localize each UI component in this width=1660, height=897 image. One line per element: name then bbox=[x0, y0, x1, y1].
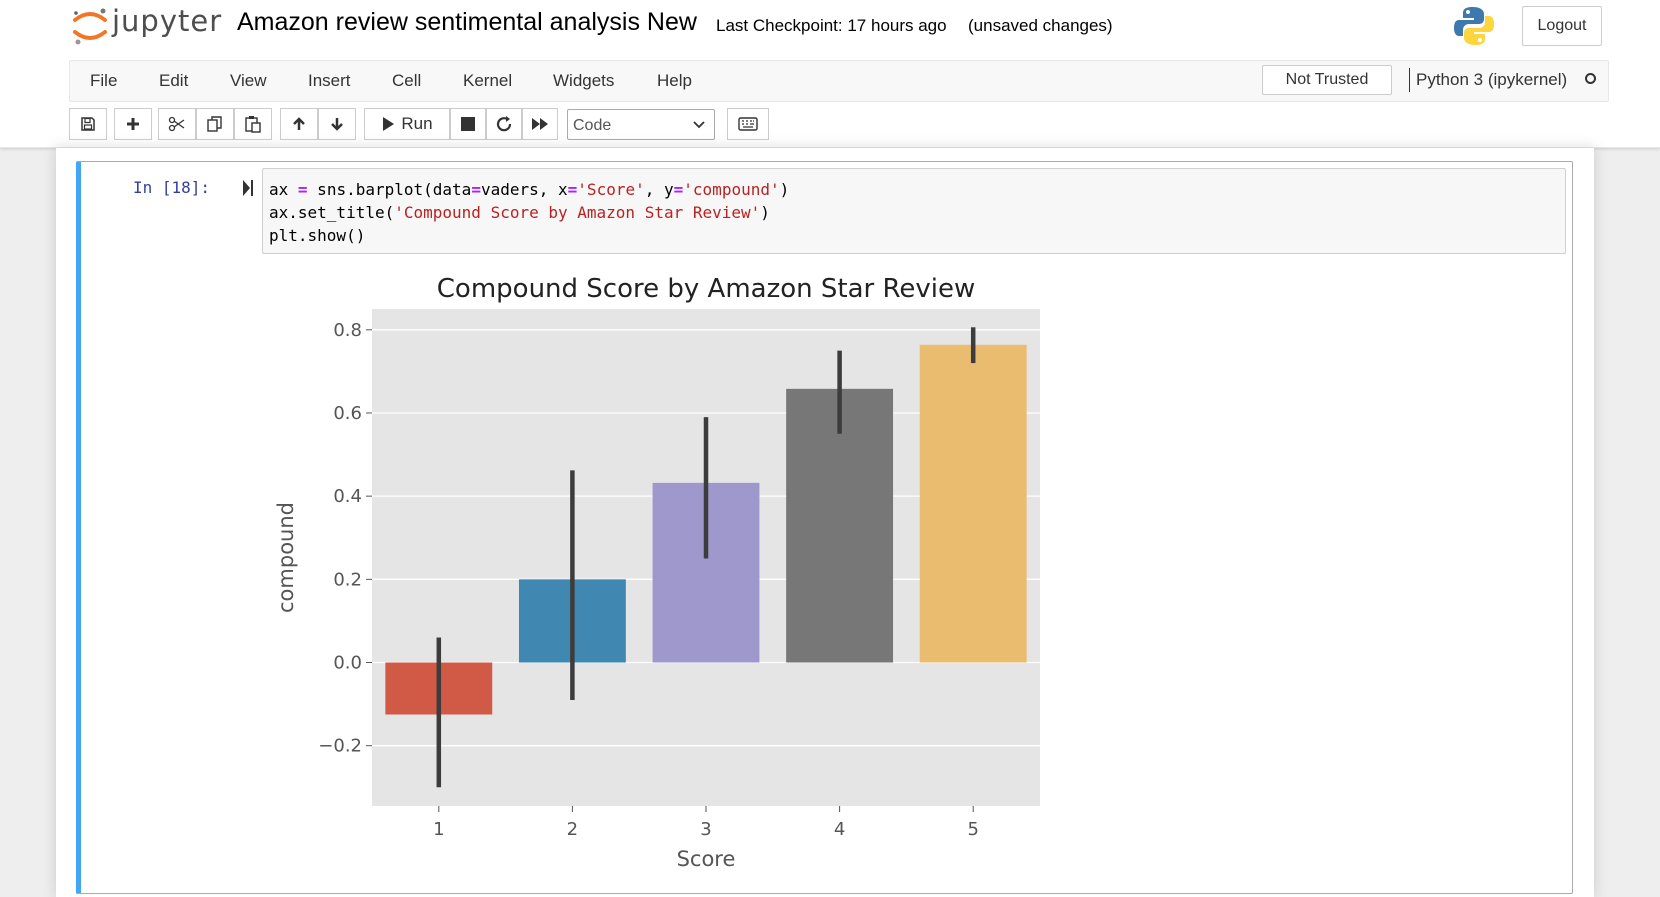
run-button[interactable]: Run bbox=[364, 108, 450, 140]
insert-cell-button[interactable] bbox=[114, 108, 152, 140]
kernel-divider bbox=[1409, 68, 1410, 92]
code-operator-token: = bbox=[567, 180, 578, 199]
y-tick-label: 0.6 bbox=[333, 403, 362, 424]
y-tick-label: 0.4 bbox=[333, 486, 362, 507]
cell-type-value: Code bbox=[573, 117, 612, 134]
checkpoint-status: Last Checkpoint: 17 hours ago bbox=[716, 16, 947, 35]
plus-icon bbox=[127, 118, 139, 130]
code-line: plt.show() bbox=[269, 224, 1565, 247]
move-down-button[interactable] bbox=[318, 108, 356, 140]
not-trusted-button[interactable]: Not Trusted bbox=[1262, 65, 1392, 95]
y-axis-label: compound bbox=[274, 502, 298, 613]
code-token: ) bbox=[760, 203, 770, 222]
input-prompt: In [18]: bbox=[133, 178, 211, 197]
move-up-button[interactable] bbox=[280, 108, 318, 140]
x-tick-label: 5 bbox=[967, 819, 978, 840]
paste-button[interactable] bbox=[234, 108, 272, 140]
kernel-name[interactable]: Python 3 (ipykernel) bbox=[1416, 70, 1568, 89]
menu-insert[interactable]: Insert bbox=[308, 71, 351, 90]
y-tick-label: −0.2 bbox=[318, 736, 362, 757]
code-token: ) bbox=[779, 180, 790, 199]
paste-icon bbox=[245, 116, 261, 133]
run-icon bbox=[383, 117, 395, 131]
notebook-title[interactable]: Amazon review sentimental analysis New bbox=[237, 8, 697, 36]
python-logo-icon bbox=[1454, 7, 1494, 45]
code-string-token: 'Compound Score by Amazon Star Review' bbox=[394, 203, 761, 222]
logo-text[interactable]: jupyter bbox=[112, 4, 223, 38]
header: jupyter Amazon review sentimental analys… bbox=[0, 0, 1660, 148]
y-tick-label: 0.8 bbox=[333, 320, 362, 341]
y-tick-label: 0.2 bbox=[333, 569, 362, 590]
arrow-down-icon bbox=[331, 118, 343, 131]
chart-title: Compound Score by Amazon Star Review bbox=[437, 274, 975, 304]
menu-view[interactable]: View bbox=[230, 71, 267, 90]
menu-cell[interactable]: Cell bbox=[392, 71, 422, 90]
unsaved-changes-status: (unsaved changes) bbox=[968, 16, 1113, 35]
x-tick-label: 3 bbox=[700, 819, 711, 840]
restart-run-all-button[interactable] bbox=[522, 108, 558, 140]
x-axis-label: Score bbox=[677, 847, 736, 871]
code-line: ax.set_title('Compound Score by Amazon S… bbox=[269, 201, 1565, 224]
logout-button[interactable]: Logout bbox=[1522, 6, 1602, 46]
fast-forward-icon bbox=[532, 118, 548, 130]
stop-icon bbox=[461, 117, 475, 131]
menu-file[interactable]: File bbox=[90, 71, 118, 90]
code-token: , y bbox=[644, 180, 674, 199]
restart-icon bbox=[496, 116, 512, 132]
command-palette-button[interactable] bbox=[727, 108, 769, 140]
bar-chart: −0.2 0.0 0.2 0.4 0.6 0.8 1 2 3 4 5 Compound Score b… bbox=[274, 274, 1040, 871]
x-tick-label: 1 bbox=[433, 819, 444, 840]
restart-button[interactable] bbox=[486, 108, 522, 140]
menu-help[interactable]: Help bbox=[657, 71, 692, 90]
interrupt-button[interactable] bbox=[450, 108, 486, 140]
cell-type-select[interactable]: Code bbox=[567, 109, 715, 140]
code-editor[interactable]: ax = sns.barplot(data=vaders, x='Score',… bbox=[262, 168, 1566, 254]
chevron-down-icon bbox=[693, 121, 705, 129]
code-token: ax bbox=[269, 180, 298, 199]
x-tick-label: 2 bbox=[567, 819, 578, 840]
code-string-token: 'Score' bbox=[577, 180, 645, 199]
bar-score-4 bbox=[786, 388, 894, 663]
run-cell-icon[interactable] bbox=[242, 179, 254, 197]
menu-edit[interactable]: Edit bbox=[159, 71, 189, 90]
code-line: ax = sns.barplot(data=vaders, x='Score',… bbox=[269, 178, 1565, 201]
run-label: Run bbox=[401, 114, 433, 133]
arrow-up-icon bbox=[293, 117, 305, 130]
code-string-token: 'compound' bbox=[683, 180, 780, 199]
menu-kernel[interactable]: Kernel bbox=[463, 71, 513, 90]
jupyter-logo-icon[interactable] bbox=[70, 6, 110, 46]
code-operator-token: = bbox=[673, 180, 684, 199]
bar-score-5 bbox=[919, 344, 1027, 663]
save-icon bbox=[81, 117, 95, 131]
copy-button[interactable] bbox=[196, 108, 234, 140]
y-tick-label: 0.0 bbox=[333, 653, 362, 674]
code-token: sns.barplot(data bbox=[307, 180, 472, 199]
copy-icon bbox=[207, 116, 222, 132]
cut-button[interactable] bbox=[158, 108, 196, 140]
kernel-idle-indicator-icon bbox=[1585, 73, 1596, 84]
menu-widgets[interactable]: Widgets bbox=[553, 71, 615, 90]
code-operator-token: = bbox=[471, 180, 481, 199]
cut-icon bbox=[168, 116, 185, 132]
x-tick-label: 4 bbox=[834, 819, 845, 840]
keyboard-icon bbox=[738, 117, 758, 131]
code-token: ax.set_title( bbox=[269, 203, 395, 222]
code-token: vaders, x bbox=[480, 180, 568, 199]
code-token: plt.show() bbox=[269, 226, 366, 245]
code-operator-token: = bbox=[297, 180, 308, 199]
save-button[interactable] bbox=[69, 108, 107, 140]
